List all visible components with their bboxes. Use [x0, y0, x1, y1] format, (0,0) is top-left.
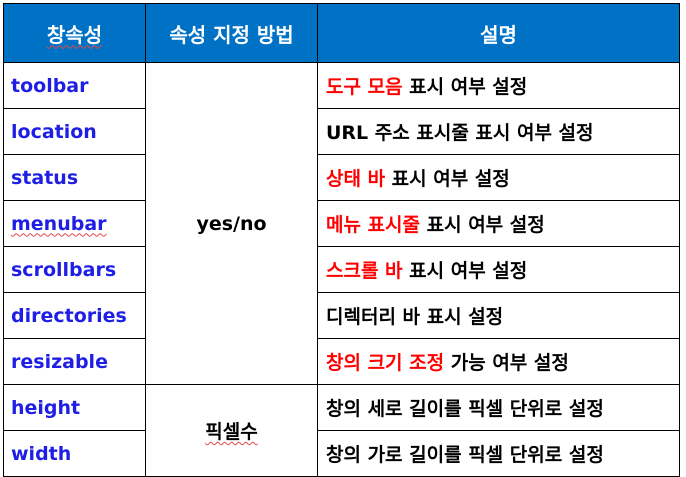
method-cell-pixels: 픽셀수 — [145, 384, 318, 477]
header-method: 속성 지정 방법 — [145, 3, 318, 63]
property-cell: scrollbars — [3, 246, 146, 293]
method-cell-yes-no: yes/no — [145, 62, 318, 385]
description-highlight: 메뉴 표시줄 — [326, 214, 421, 236]
description-text: 표시 여부 설정 — [402, 260, 528, 282]
description-text: 표시 여부 설정 — [385, 168, 510, 190]
description-text: 디렉터리 바 표시 설정 — [326, 306, 504, 328]
description-text: 가능 여부 설정 — [444, 352, 569, 374]
property-cell: resizable — [3, 338, 146, 385]
window-properties-table: 창속성 속성 지정 방법 설명 toolbar yes/no 도구 모음 표시 … — [3, 3, 680, 477]
table-row-scrollbars: scrollbars 스크롤 바 표시 여부 설정 — [3, 246, 680, 293]
description-cell: 도구 모음 표시 여부 설정 — [317, 62, 680, 109]
description-cell: 디렉터리 바 표시 설정 — [317, 292, 680, 339]
header-row: 창속성 속성 지정 방법 설명 — [3, 3, 680, 63]
table-row-directories: directories 디렉터리 바 표시 설정 — [3, 292, 680, 339]
description-cell: 창의 크기 조정 가능 여부 설정 — [317, 338, 680, 385]
table-row-height: height 픽셀수 창의 세로 길이를 픽셀 단위로 설정 — [3, 384, 680, 477]
description-cell: 스크롤 바 표시 여부 설정 — [317, 246, 680, 293]
property-label: menubar — [11, 212, 107, 235]
table-row-status: status 상태 바 표시 여부 설정 — [3, 154, 680, 201]
description-highlight: 상태 바 — [326, 168, 386, 190]
table-row-toolbar: toolbar yes/no 도구 모음 표시 여부 설정 — [3, 62, 680, 385]
description-cell: 창의 세로 길이를 픽셀 단위로 설정 — [317, 384, 680, 431]
description-text: 표시 여부 설정 — [402, 76, 528, 98]
table-row-width: width 창의 가로 길이를 픽셀 단위로 설정 — [3, 430, 680, 477]
header-description: 설명 — [317, 3, 680, 63]
description-text: 창의 세로 길이를 픽셀 단위로 설정 — [326, 398, 604, 420]
description-cell: URL 주소 표시줄 표시 여부 설정 — [317, 108, 680, 155]
description-text: 표시 여부 설정 — [420, 214, 545, 236]
description-cell: 창의 가로 길이를 픽셀 단위로 설정 — [317, 430, 680, 477]
description-text: 창의 가로 길이를 픽셀 단위로 설정 — [326, 444, 604, 466]
description-highlight: 도구 모음 — [326, 76, 403, 98]
description-highlight: 창의 크기 조정 — [326, 352, 445, 374]
property-cell: status — [3, 154, 146, 201]
property-cell: directories — [3, 292, 146, 339]
header-property: 창속성 — [3, 3, 146, 63]
description-text: URL 주소 표시줄 표시 여부 설정 — [326, 122, 594, 144]
property-cell: width — [3, 430, 146, 477]
table-row-menubar: menubar 메뉴 표시줄 표시 여부 설정 — [3, 200, 680, 247]
property-cell: height — [3, 384, 146, 431]
property-cell: location — [3, 108, 146, 155]
property-cell: toolbar — [3, 62, 146, 109]
method-pixels-label: 픽셀수 — [205, 421, 258, 443]
table-row-resizable: resizable 창의 크기 조정 가능 여부 설정 — [3, 338, 680, 385]
description-cell: 상태 바 표시 여부 설정 — [317, 154, 680, 201]
description-highlight: 스크롤 바 — [326, 260, 403, 282]
property-cell: menubar — [3, 200, 146, 247]
table-row-location: location URL 주소 표시줄 표시 여부 설정 — [3, 108, 680, 155]
description-cell: 메뉴 표시줄 표시 여부 설정 — [317, 200, 680, 247]
header-property-label: 창속성 — [46, 22, 103, 47]
